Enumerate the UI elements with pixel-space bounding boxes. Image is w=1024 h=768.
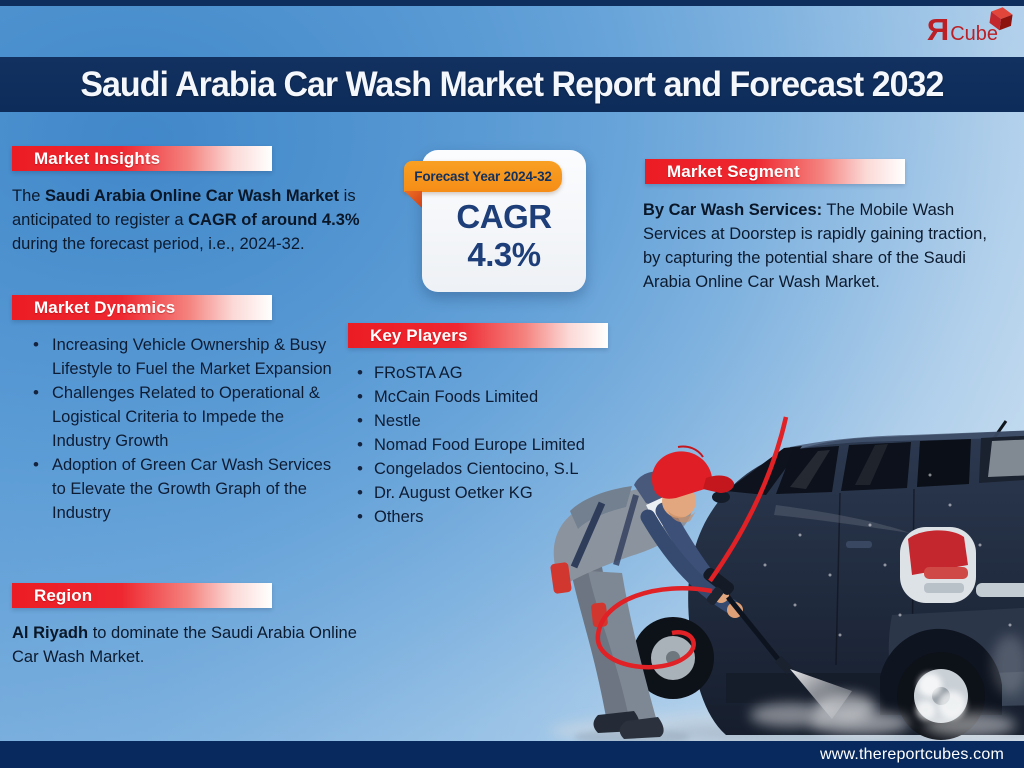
section-header-key-players: Key Players [348, 323, 608, 348]
pressure-washer-icon [703, 567, 876, 721]
text-run: is anticipated to register a [12, 187, 356, 229]
text-run: during the forecast period, i.e., 2024-3… [12, 235, 305, 253]
page-title: Saudi Arabia Car Wash Market Report and … [80, 64, 944, 104]
text-run: to dominate the Saudi Arabia Online Car … [12, 624, 357, 666]
hose-icon [595, 416, 789, 670]
text-run: The [12, 187, 46, 205]
water-droplets [763, 473, 1012, 637]
section-header-market-dynamics: Market Dynamics [12, 295, 272, 320]
website-link[interactable]: www.thereportcubes.com [819, 745, 1004, 763]
logo-mark: Я [926, 12, 950, 47]
text-run-bold: Saudi Arabia Online Car Wash Market [45, 187, 340, 205]
top-divider [0, 0, 1024, 6]
red-3d-cube-icon [989, 7, 1013, 31]
text-run-bold: CAGR of around 4.3% [188, 211, 360, 229]
text-run-bold: Al Riyadh [12, 624, 89, 642]
rear-wheel [880, 628, 1002, 740]
list-item: Adoption of Green Car Wash Services to E… [12, 453, 342, 525]
forecast-year-label: Forecast Year 2024-32 [414, 169, 552, 184]
list-item: McCain Foods Limited [348, 385, 628, 409]
text-run-bold: By Car Wash Services: [643, 201, 823, 219]
section-title: Key Players [370, 325, 468, 345]
section-title: Region [34, 585, 93, 605]
footer-bar: www.thereportcubes.com [0, 741, 1024, 768]
report-cubes-logo: Я Cube [926, 7, 1013, 52]
key-players-list: FRoSTA AG McCain Foods Limited Nestle No… [348, 361, 628, 529]
list-item: Increasing Vehicle Ownership & Busy Life… [12, 333, 342, 381]
section-header-market-segment: Market Segment [645, 159, 905, 184]
market-insights-text: The Saudi Arabia Online Car Wash Market … [12, 184, 372, 256]
ribbon-fold [404, 191, 422, 208]
section-title: Market Insights [34, 148, 161, 168]
text-run: The Mobile Wash Services at Doorstep is … [643, 201, 987, 291]
section-title: Market Segment [667, 161, 800, 181]
section-header-region: Region [12, 583, 272, 608]
worker-icon [550, 445, 743, 739]
market-dynamics-list: Increasing Vehicle Ownership & Busy Life… [12, 333, 342, 525]
cagr-value: CAGR 4.3% [422, 198, 586, 274]
taillight [900, 527, 976, 603]
list-item: Dr. August Oetker KG [348, 481, 628, 505]
cagr-label: CAGR [456, 198, 552, 235]
forecast-year-ribbon: Forecast Year 2024-32 [404, 161, 562, 192]
car-wash-photo [550, 416, 1024, 741]
car-icon [632, 420, 1024, 740]
list-item: Nestle [348, 409, 628, 433]
section-title: Market Dynamics [34, 297, 176, 317]
logo-name: Cube [950, 23, 998, 45]
list-item: Others [348, 505, 628, 529]
section-header-market-insights: Market Insights [12, 146, 272, 171]
cagr-percent: 4.3% [467, 236, 541, 273]
list-item: Challenges Related to Operational & Logi… [12, 381, 342, 453]
region-text: Al Riyadh to dominate the Saudi Arabia O… [12, 621, 360, 669]
title-bar: Saudi Arabia Car Wash Market Report and … [0, 57, 1024, 112]
list-item: Nomad Food Europe Limited [348, 433, 628, 457]
list-item: Congelados Cientocino, S.L [348, 457, 628, 481]
list-item: FRoSTA AG [348, 361, 628, 385]
red-cap [651, 451, 713, 499]
market-segment-text: By Car Wash Services: The Mobile Wash Se… [643, 198, 1001, 294]
